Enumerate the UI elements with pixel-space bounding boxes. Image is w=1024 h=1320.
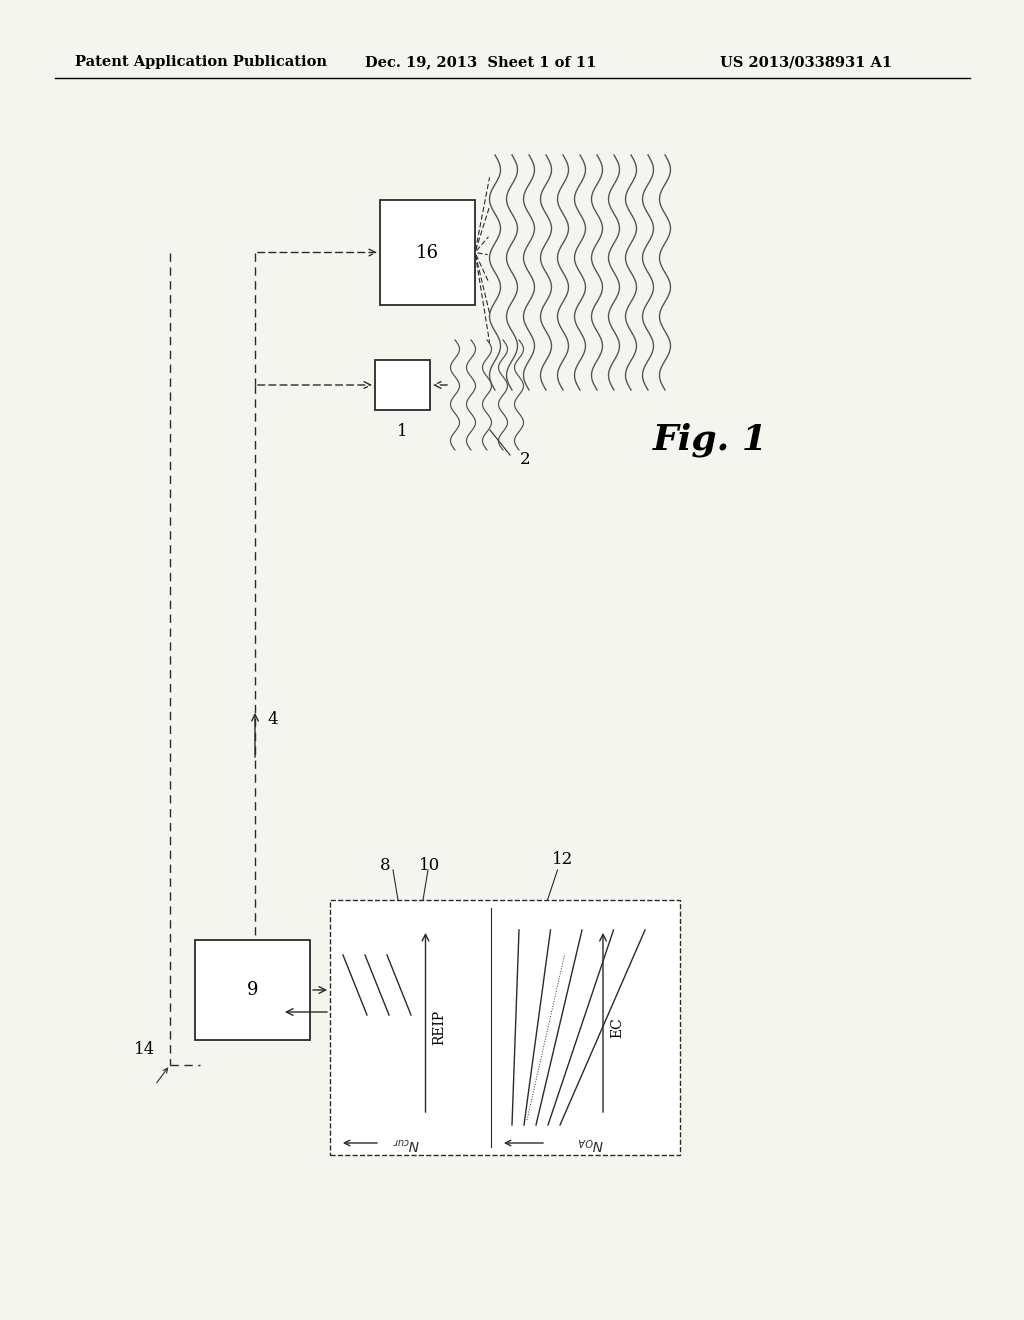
Text: REIP: REIP xyxy=(432,1010,446,1045)
Text: 9: 9 xyxy=(247,981,258,999)
Text: 14: 14 xyxy=(134,1041,155,1059)
Text: US 2013/0338931 A1: US 2013/0338931 A1 xyxy=(720,55,892,69)
Text: Fig. 1: Fig. 1 xyxy=(652,422,768,457)
Text: Dec. 19, 2013  Sheet 1 of 11: Dec. 19, 2013 Sheet 1 of 11 xyxy=(365,55,596,69)
Text: $N_{OA}$: $N_{OA}$ xyxy=(578,1135,603,1151)
Bar xyxy=(195,940,310,1040)
Text: 12: 12 xyxy=(552,851,573,869)
Text: 2: 2 xyxy=(520,451,530,469)
Text: EC: EC xyxy=(610,1018,624,1038)
Bar xyxy=(380,201,475,305)
Bar xyxy=(375,360,430,411)
Text: Patent Application Publication: Patent Application Publication xyxy=(75,55,327,69)
Text: 16: 16 xyxy=(416,243,439,261)
Text: 1: 1 xyxy=(397,424,408,441)
Text: 8: 8 xyxy=(380,857,390,874)
Text: $N_{cur}$: $N_{cur}$ xyxy=(391,1135,420,1151)
Text: 10: 10 xyxy=(420,857,440,874)
Bar xyxy=(330,900,680,1155)
Text: 4: 4 xyxy=(267,711,278,729)
